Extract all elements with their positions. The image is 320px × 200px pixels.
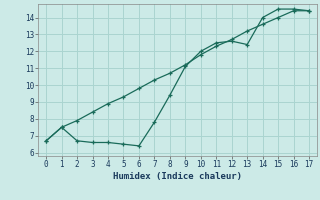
X-axis label: Humidex (Indice chaleur): Humidex (Indice chaleur) <box>113 172 242 181</box>
